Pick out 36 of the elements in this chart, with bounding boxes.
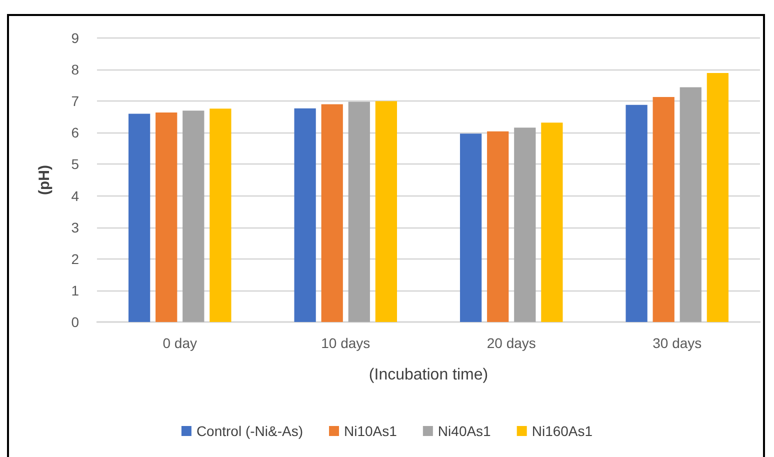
x-axis-title: (Incubation time)	[368, 366, 488, 384]
y-tick-label: 6	[71, 124, 80, 141]
bar	[294, 108, 316, 322]
x-tick-label: 10 days	[321, 335, 370, 351]
bar	[706, 73, 729, 322]
y-tick-label: 2	[71, 250, 80, 267]
bar	[514, 128, 536, 322]
bar	[487, 131, 509, 322]
bar	[375, 101, 398, 322]
bar	[210, 108, 232, 322]
bar	[460, 134, 482, 322]
bar	[541, 122, 563, 322]
y-tick-label: 8	[71, 62, 80, 78]
y-tick-label: 1	[71, 282, 80, 298]
bar	[321, 104, 343, 322]
bar	[348, 102, 370, 322]
legend-label: Ni160As1	[532, 423, 593, 439]
y-tick-label: 3	[71, 219, 80, 236]
bar	[652, 97, 674, 322]
y-tick-label: 4	[71, 188, 80, 204]
x-tick-label: 20 days	[486, 335, 536, 351]
legend-label: Control (-Ni&-As)	[196, 423, 304, 439]
y-tick-label: 9	[71, 30, 80, 46]
legend-label: Ni10As1	[344, 423, 398, 439]
y-axis-title: (pH)	[36, 165, 53, 195]
y-tick-label: 7	[71, 93, 80, 110]
legend-label: Ni40As1	[438, 423, 492, 439]
y-tick-label: 0	[71, 314, 80, 330]
y-tick-label: 5	[71, 156, 80, 172]
bar	[182, 110, 204, 322]
bar	[626, 104, 648, 322]
bar	[680, 87, 702, 322]
bar	[128, 114, 150, 322]
bar	[156, 112, 178, 322]
x-tick-label: 0 day	[162, 335, 197, 351]
x-tick-label: 30 days	[652, 335, 702, 351]
